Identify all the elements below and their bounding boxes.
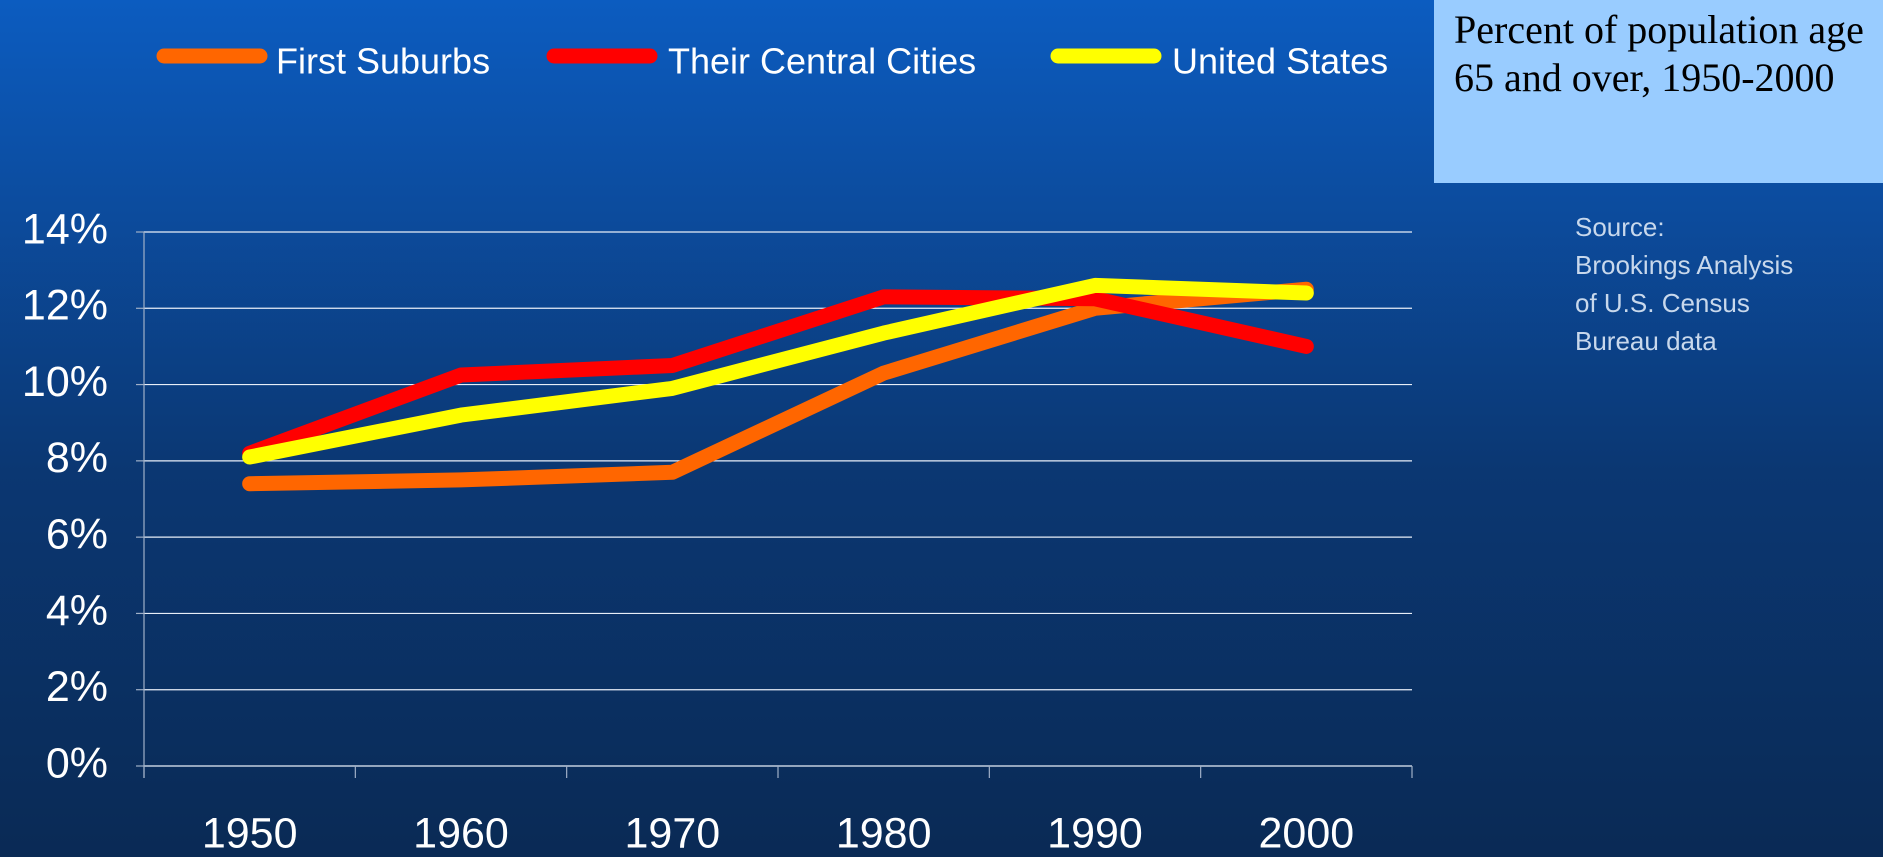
y-tick-label: 6% — [46, 511, 108, 559]
y-tick-label: 0% — [46, 739, 108, 787]
legend-label: Their Central Cities — [668, 41, 976, 82]
chart-title: Percent of population age 65 and over, 1… — [1454, 7, 1864, 100]
y-tick-label: 10% — [22, 358, 108, 406]
source-line: Bureau data — [1575, 326, 1717, 356]
x-tick-label: 2000 — [1258, 809, 1354, 857]
y-tick-label: 2% — [46, 663, 108, 711]
x-tick-label: 1990 — [1047, 809, 1143, 857]
x-tick-label: 1960 — [413, 809, 509, 857]
series-line — [242, 289, 1314, 461]
series-line — [242, 281, 1314, 492]
y-tick-label: 8% — [46, 434, 108, 482]
title-box: Percent of population age 65 and over, 1… — [1434, 0, 1883, 183]
series-line — [242, 277, 1314, 465]
legend-label: United States — [1172, 41, 1388, 82]
legend-label: First Suburbs — [276, 41, 490, 82]
source-line: Brookings Analysis — [1575, 250, 1794, 280]
x-tick-label: 1970 — [624, 809, 720, 857]
y-tick-label: 14% — [22, 205, 108, 253]
source-line: of U.S. Census — [1575, 288, 1750, 318]
source-note: Source: Brookings Analysis of U.S. Census B… — [1575, 208, 1793, 360]
y-tick-label: 4% — [46, 587, 108, 635]
y-tick-label: 12% — [22, 282, 108, 330]
x-tick-label: 1950 — [202, 809, 298, 857]
source-line: Source: — [1575, 212, 1665, 242]
x-tick-label: 1980 — [836, 809, 932, 857]
